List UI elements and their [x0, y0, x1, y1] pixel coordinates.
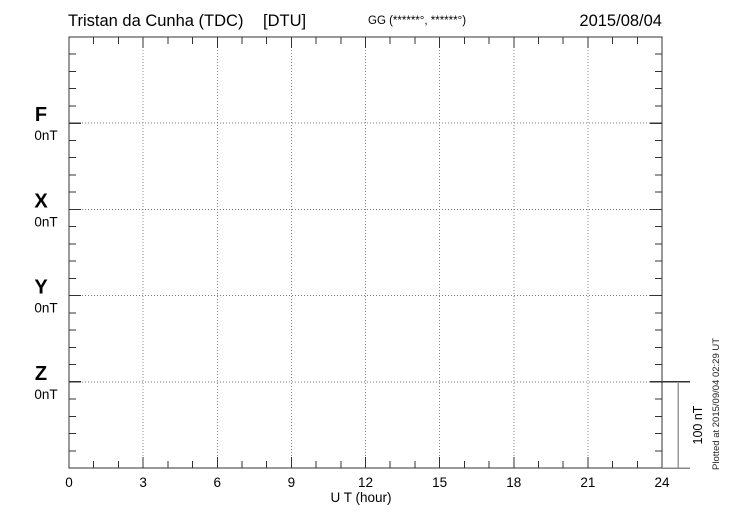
trace-label-F: F: [35, 104, 47, 126]
x-tick-label-24: 24: [654, 475, 670, 490]
x-tick-label-0: 0: [65, 475, 73, 490]
date-label: 2015/08/04: [579, 12, 662, 30]
x-tick-label-21: 21: [580, 475, 595, 490]
trace-label-group-F: F 0nT: [34, 104, 57, 143]
trace-baseline-Z: 0nT: [34, 387, 57, 402]
trace-label-Z: Z: [35, 363, 47, 385]
trace-label-group-Z: Z 0nT: [34, 363, 57, 402]
trace-label-group-X: X 0nT: [34, 190, 57, 229]
trace-label-group-Y: Y 0nT: [34, 277, 57, 316]
trace-label-Y: Y: [34, 277, 48, 299]
x-tick-label-15: 15: [432, 475, 447, 490]
x-tick-label-6: 6: [214, 475, 222, 490]
x-tick-label-9: 9: [288, 475, 296, 490]
gridlines: [70, 38, 661, 467]
scale-bar: 100 nT: [662, 381, 705, 469]
trace-baseline-Y: 0nT: [34, 301, 57, 316]
x-axis-title: U T (hour): [330, 490, 391, 505]
x-tick-label-18: 18: [506, 475, 521, 490]
x-tick-label-3: 3: [139, 475, 147, 490]
axis-tick-marks: [69, 37, 662, 468]
x-tick-labels: 0 3 6 9 12 15 18 21 24: [65, 475, 670, 490]
station-title: Tristan da Cunha (TDC): [68, 12, 243, 30]
trace-baseline-X: 0nT: [34, 214, 57, 229]
scale-bar-label: 100 nT: [691, 405, 705, 444]
institute-label: [DTU]: [263, 12, 306, 30]
trace-baseline-F: 0nT: [34, 128, 57, 143]
plotted-at-note: Plotted at 2015/09/04 02:29 UT: [711, 338, 722, 470]
trace-label-X: X: [34, 190, 48, 212]
geographic-coords-label: GG (******°, ******°): [368, 15, 466, 27]
x-tick-label-12: 12: [358, 475, 373, 490]
